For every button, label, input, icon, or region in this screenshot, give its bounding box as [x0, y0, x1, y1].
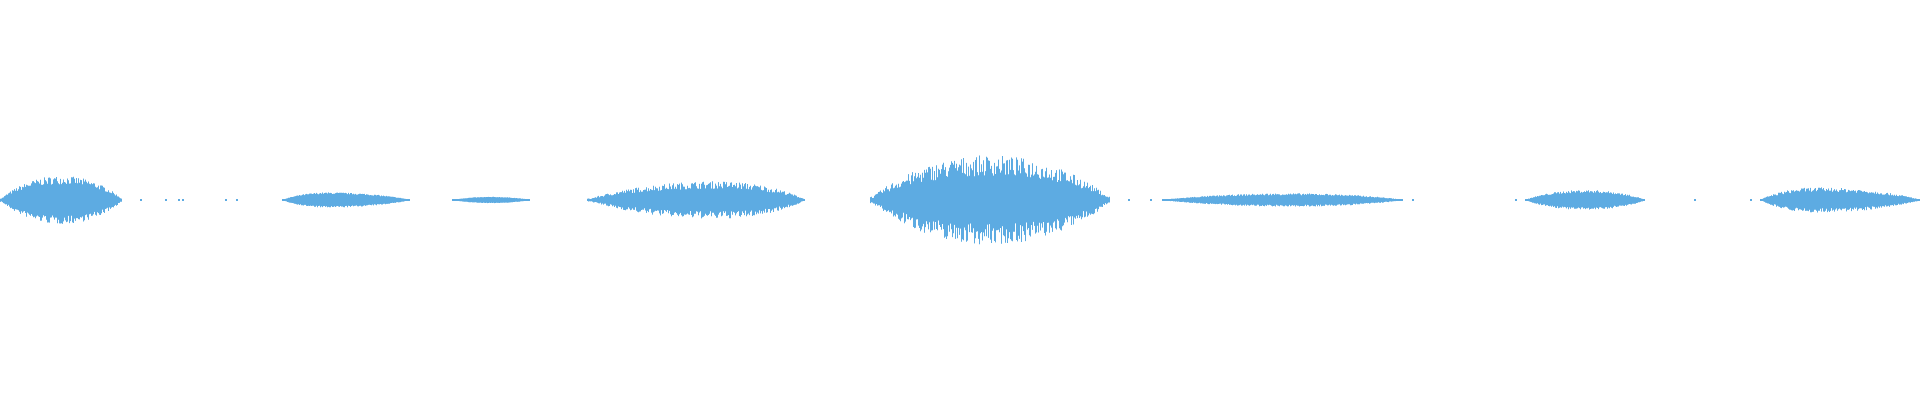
waveform-path — [0, 155, 1920, 245]
waveform-bars — [0, 155, 1920, 245]
